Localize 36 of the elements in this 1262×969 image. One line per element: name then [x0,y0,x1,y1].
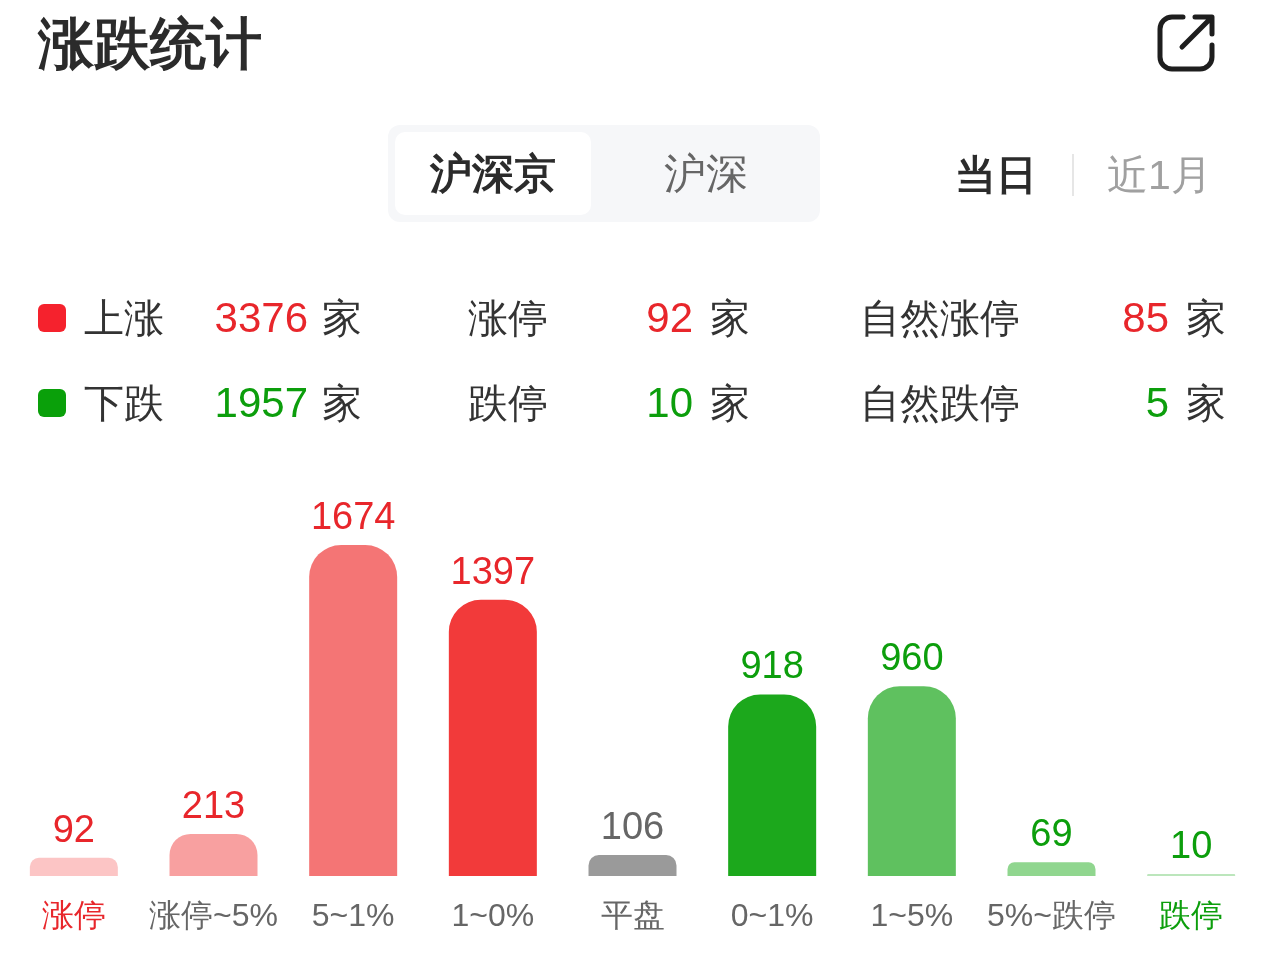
text: 跌停 10 家 [468,379,750,426]
text: 自然跌停 5 家 [860,379,1226,426]
data-label: 960 [880,636,944,679]
x-tick-label: 5~1% [311,897,395,933]
x-tick-label: 5%~跌停 [987,897,1116,933]
data-label: 106 [600,805,665,848]
text: 下跌 1957 家 [84,379,362,426]
text: 涨停 92 家 [468,294,750,341]
data-label: 1674 [310,495,396,537]
text: 自然涨停 85 家 [860,294,1226,341]
data-label: 10 [1170,824,1213,867]
data-label: 213 [181,783,246,826]
data-label: 92 [52,807,95,850]
bar [588,855,677,876]
text: 上涨 3376 家 [84,294,362,341]
x-tick-label: 涨停~5% [149,897,278,933]
x-tick-label: 涨停 [41,897,106,933]
x-tick-label: 1~5% [870,897,954,933]
x-tick-label: 0~1% [730,897,814,933]
bar [728,694,817,876]
x-tick-label: 1~0% [451,897,535,933]
bar [309,545,398,876]
bar [169,833,258,876]
data-label: 1397 [450,549,536,592]
text: 当日 [955,151,1037,200]
segmented-control: 沪深京 沪深 [388,125,820,222]
bar [29,857,118,876]
x-tick-label: 平盘 [600,897,665,933]
x-tick-label: 跌停 [1159,897,1224,933]
bar [1007,862,1096,876]
bar [867,686,956,876]
bar [448,599,537,876]
data-label: 918 [740,644,804,687]
data-label: 69 [1030,812,1073,855]
text: 近1月 [1107,151,1212,200]
chart-title: 涨跌统计 [38,12,262,76]
